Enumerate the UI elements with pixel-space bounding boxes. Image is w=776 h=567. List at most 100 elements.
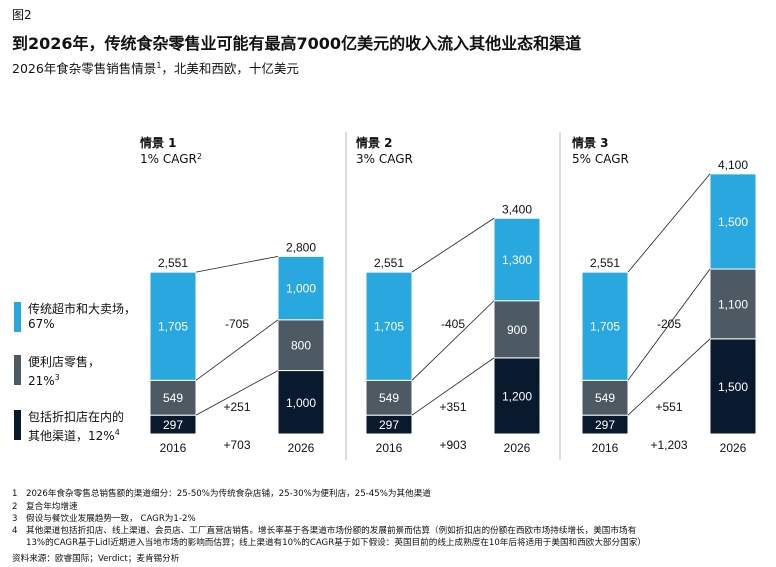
change-label-other: +251	[223, 400, 250, 414]
footnote-text: 2026年食杂零售总销售额的渠道细分：25-50%为传统食杂店铺，25-30%为…	[26, 489, 431, 499]
legend-label-line1: 包括折扣店在内的	[28, 410, 125, 424]
bar-segment-traditional	[493, 217, 541, 302]
legend-footnote-mark: 4	[114, 428, 120, 437]
connector-line	[627, 173, 711, 273]
change-label-traditional: -705	[225, 317, 249, 331]
bar-total-label: 2,551	[590, 256, 620, 270]
x-tick-label: 2016	[160, 441, 187, 455]
footnote: 13%的CAGR基于Lidl近期进入当地市场的影响而估算；线上渠道有10%的CA…	[12, 536, 646, 548]
x-tick-label: 2026	[720, 441, 747, 455]
bar-segment-convenience	[365, 379, 413, 416]
bar-total-label: 3,400	[502, 202, 532, 216]
bar-total-label: 2,800	[286, 240, 316, 254]
footnote-text: 其他渠道包括折扣店、线上渠道、会员店、工厂直营店销售。增长率基于各渠道市场份额的…	[26, 526, 637, 536]
bar-total-label: 4,100	[718, 158, 748, 172]
legend-label-line1: 便利店零售，	[28, 355, 101, 369]
footnote-text: 假设与餐饮业发展趋势一致， CAGR为1-2%	[26, 514, 196, 524]
segment-value-label: 800	[291, 339, 311, 353]
bar-segment-other	[493, 357, 541, 435]
legend-label-line1: 传统超市和大卖场，	[28, 302, 137, 316]
scenario-growth: 1% CAGR2	[140, 152, 202, 166]
segment-value-label: 1,500	[718, 380, 748, 394]
legend-swatch	[14, 410, 21, 440]
chart-subtitle: 2026年食杂零售销售情景1，北美和西欧，十亿美元	[12, 58, 299, 77]
x-tick-label: 2026	[288, 441, 315, 455]
connector-line	[195, 255, 279, 273]
growth-footnote-mark: 2	[197, 152, 202, 161]
footnote: 4 其他渠道包括折扣店、线上渠道、会员店、工厂直营店销售。增长率基于各渠道市场份额…	[12, 524, 636, 536]
segment-value-label: 549	[379, 391, 399, 405]
bar-segment-convenience	[277, 319, 325, 372]
segment-value-label: 1,100	[718, 297, 748, 311]
footnote: 3 假设与餐饮业发展趋势一致， CAGR为1-2%	[12, 512, 196, 524]
scenario-title: 情景 3	[572, 135, 609, 150]
segment-value-label: 1,705	[374, 320, 404, 334]
segment-value-label: 1,500	[718, 215, 748, 229]
footnote-number: 4	[12, 526, 18, 536]
scenario-growth: 3% CAGR	[356, 152, 413, 166]
scenario-title: 情景 1	[140, 135, 177, 150]
segment-value-label: 549	[163, 391, 183, 405]
bar-segment-convenience	[149, 379, 197, 416]
footnote-text: 13%的CAGR基于Lidl近期进入当地市场的影响而估算；线上渠道有10%的CA…	[26, 538, 646, 548]
bar-segment-traditional	[709, 173, 757, 270]
connector-line	[411, 357, 495, 416]
net-change-label: +703	[223, 438, 250, 452]
segment-value-label: 549	[595, 391, 615, 405]
segment-value-label: 297	[379, 418, 399, 432]
bar-segment-other	[277, 370, 325, 435]
change-label-traditional: -205	[657, 317, 681, 331]
legend-label-line2: 67%	[28, 317, 55, 331]
segment-value-label: 1,200	[502, 389, 532, 403]
segment-value-label: 1,000	[286, 396, 316, 410]
connector-line	[195, 319, 279, 381]
connector-line	[411, 300, 495, 381]
legend-label: 便利店零售， 21%3	[28, 355, 100, 389]
bar-segment-traditional	[149, 271, 197, 381]
connector-line	[627, 338, 711, 416]
bar-segment-traditional	[277, 255, 325, 321]
chart-title: 到2026年，传统食杂零售业可能有最高7000亿美元的收入流入其他业态和渠道	[12, 34, 582, 53]
bar-total-label: 2,551	[374, 256, 404, 270]
legend-footnote-mark: 3	[54, 373, 60, 382]
segment-value-label: 297	[595, 418, 615, 432]
bar-segment-convenience	[709, 268, 757, 340]
legend-label-line2: 21%3	[28, 373, 60, 388]
x-tick-label: 2016	[592, 441, 619, 455]
bar-total-label: 2,551	[158, 256, 188, 270]
scenario-growth: 5% CAGR	[572, 152, 629, 166]
scenario-title: 情景 2	[356, 135, 393, 150]
footnote-text: 复合年均增速	[26, 502, 78, 512]
subtitle-text: 2026年食杂零售销售情景	[12, 61, 157, 76]
segment-value-label: 1,705	[590, 320, 620, 334]
footnote: 1 2026年食杂零售总销售额的渠道细分：25-50%为传统食杂店铺，25-30%…	[12, 487, 431, 499]
subtitle-tail: ，北美和西欧，十亿美元	[161, 61, 299, 76]
net-change-label: +1,203	[650, 438, 687, 452]
bar-segment-convenience	[581, 379, 629, 416]
footnote-number: 3	[12, 514, 18, 524]
segment-value-label: 1,300	[502, 253, 532, 267]
bar-segment-convenience	[493, 300, 541, 359]
segment-value-label: 1,705	[158, 320, 188, 334]
connector-line	[195, 370, 279, 416]
footnote-number: 2	[12, 502, 18, 512]
segment-value-label: 1,000	[286, 282, 316, 296]
connector-line	[411, 217, 495, 273]
connector-line	[627, 268, 711, 381]
x-tick-label: 2016	[376, 441, 403, 455]
footnote: 2 复合年均增速	[12, 500, 78, 512]
legend-label: 传统超市和大卖场， 67%	[28, 302, 136, 332]
bar-segment-traditional	[365, 271, 413, 381]
figure-label: 图2	[12, 8, 32, 22]
x-tick-label: 2026	[504, 441, 531, 455]
change-label-traditional: -405	[441, 317, 465, 331]
legend-swatch	[14, 302, 21, 332]
segment-value-label: 900	[507, 323, 527, 337]
change-label-other: +551	[655, 400, 682, 414]
source-note: 资料来源：欧睿国际；Verdict；麦肯锡分析	[12, 554, 180, 564]
bar-segment-traditional	[581, 271, 629, 381]
legend-swatch	[14, 355, 21, 385]
change-label-other: +351	[439, 400, 466, 414]
footnote-number: 1	[12, 489, 18, 499]
